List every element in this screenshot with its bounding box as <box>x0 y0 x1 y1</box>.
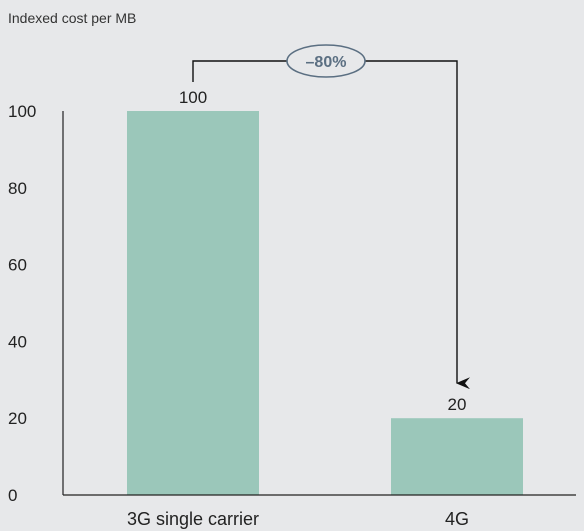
bar <box>391 418 523 495</box>
annotation-oval <box>286 44 366 78</box>
x-category-label: 3G single carrier <box>127 509 259 529</box>
y-tick-label: 60 <box>8 256 27 275</box>
bar-value-label: 20 <box>448 395 467 414</box>
y-tick-label: 100 <box>8 102 36 121</box>
bar <box>127 111 259 495</box>
y-tick-label: 80 <box>8 179 27 198</box>
y-axis-title: Indexed cost per MB <box>8 10 136 26</box>
bar-value-label: 100 <box>179 88 207 107</box>
change-annotation: –80% <box>192 44 470 390</box>
y-tick-label: 0 <box>8 486 17 505</box>
bars: 100 3G single carrier 20 4G <box>127 88 523 529</box>
y-ticks: 0 20 40 60 80 100 <box>8 102 36 505</box>
annotation-label: –80% <box>306 54 347 71</box>
x-category-label: 4G <box>445 509 469 529</box>
y-tick-label: 40 <box>8 332 27 351</box>
y-tick-label: 20 <box>8 409 27 428</box>
